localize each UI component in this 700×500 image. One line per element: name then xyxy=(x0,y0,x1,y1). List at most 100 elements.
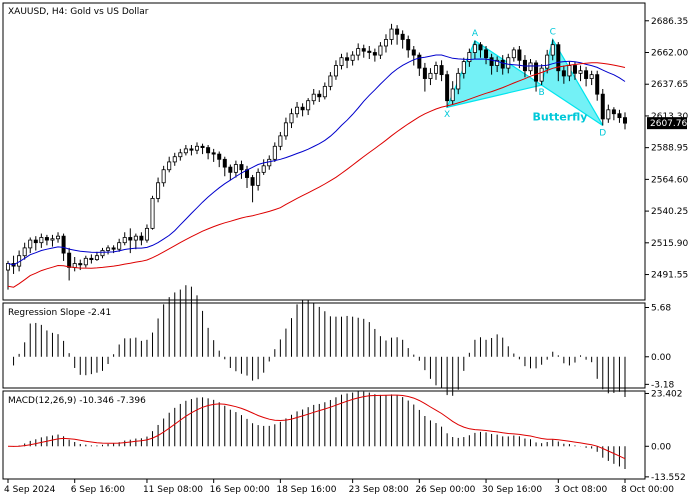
candle-body xyxy=(378,45,383,56)
candle-body xyxy=(261,165,266,173)
candle xyxy=(50,234,55,247)
candle-body xyxy=(117,242,122,250)
time-tick-label: 23 Sep 08:00 xyxy=(349,485,409,495)
candle xyxy=(139,232,144,246)
macd-panel[interactable] xyxy=(2,390,646,480)
candle-body xyxy=(589,74,594,79)
candle xyxy=(311,88,316,105)
candle-body xyxy=(61,235,66,254)
candle-body xyxy=(478,44,483,51)
pattern-point-c: C xyxy=(550,27,556,37)
candle xyxy=(28,237,33,254)
time-tick-label: 11 Sep 08:00 xyxy=(143,485,203,495)
candle xyxy=(67,247,72,281)
candle-body xyxy=(472,44,477,53)
candle xyxy=(428,68,433,86)
candle-body xyxy=(528,62,533,72)
moving-average-50 xyxy=(7,62,626,288)
macd-title: MACD(12,26,9) -10.346 -7.396 xyxy=(8,396,146,406)
time-tick-label: 6 Sep 16:00 xyxy=(71,485,126,495)
main-price-panel[interactable] xyxy=(2,2,646,301)
candle-body xyxy=(189,148,194,151)
candles-layer xyxy=(6,23,628,290)
candle-body xyxy=(217,153,222,160)
candle xyxy=(506,53,511,74)
candle-body xyxy=(72,263,77,268)
candle xyxy=(161,165,166,187)
candle xyxy=(183,144,188,156)
candle-body xyxy=(161,169,166,184)
price-tick-label: 2588.95 xyxy=(651,144,688,154)
candle xyxy=(395,25,400,45)
candle xyxy=(378,42,383,60)
candle-body xyxy=(22,247,27,257)
candle xyxy=(445,70,450,108)
candle-body xyxy=(222,158,227,168)
regression-slope-panel[interactable] xyxy=(2,302,646,389)
candle-body xyxy=(467,52,472,63)
time-tick-label: 16 Sep 00:00 xyxy=(210,485,270,495)
slope-tick-label: 0.00 xyxy=(651,353,671,363)
candle xyxy=(250,174,255,203)
candle xyxy=(133,233,138,250)
time-tick-label: 4 Sep 2024 xyxy=(4,485,56,495)
candle xyxy=(484,45,489,65)
candle xyxy=(150,195,155,230)
candle-body xyxy=(539,67,544,82)
candle xyxy=(361,44,366,58)
candle-body xyxy=(367,50,372,53)
candle-body xyxy=(111,247,116,250)
candle xyxy=(278,131,283,151)
candle xyxy=(528,59,533,75)
candle-body xyxy=(50,238,55,241)
candle-body xyxy=(545,54,550,69)
candle-body xyxy=(495,59,500,66)
price-tick-label: 2686.35 xyxy=(651,17,688,27)
candle xyxy=(400,30,405,49)
candle xyxy=(600,88,605,126)
candle-body xyxy=(556,44,561,72)
candle-body xyxy=(595,74,600,95)
candle xyxy=(144,224,149,243)
candle xyxy=(623,112,628,130)
candle xyxy=(100,247,105,259)
candle xyxy=(350,51,355,66)
candle-body xyxy=(584,70,589,79)
candle-body xyxy=(28,239,33,249)
candle-body xyxy=(411,49,416,56)
candle-body xyxy=(89,257,94,261)
candle xyxy=(306,98,311,116)
axes-layer: 2686.35 2662.00 2637.65 2613.30 2588.95 2564.… xyxy=(4,17,688,495)
candle-body xyxy=(150,197,155,229)
candle-body xyxy=(506,57,511,69)
candle-body xyxy=(33,239,38,244)
candle-body xyxy=(272,145,277,160)
candle-body xyxy=(311,93,316,102)
candle xyxy=(206,144,211,160)
candle-body xyxy=(434,65,439,74)
candle xyxy=(589,70,594,86)
candle-body xyxy=(256,171,261,186)
candle xyxy=(228,164,233,181)
candle-body xyxy=(484,49,489,59)
candle-body xyxy=(233,164,238,173)
candle xyxy=(300,103,305,117)
price-tick-label: 2540.25 xyxy=(651,207,688,217)
candle-body xyxy=(139,235,144,241)
candle xyxy=(422,62,427,92)
candle xyxy=(156,177,161,203)
candle-body xyxy=(122,237,127,244)
candle xyxy=(467,48,472,67)
candle-body xyxy=(194,145,199,151)
moving-average-20 xyxy=(7,54,626,266)
candle-body xyxy=(322,85,327,98)
candle-body xyxy=(289,113,294,124)
candle xyxy=(283,117,288,140)
candle xyxy=(211,148,216,162)
candle-body xyxy=(144,227,149,241)
candle xyxy=(511,47,516,62)
candle-body xyxy=(561,70,566,77)
candle-body xyxy=(94,255,99,261)
candle xyxy=(411,45,416,66)
